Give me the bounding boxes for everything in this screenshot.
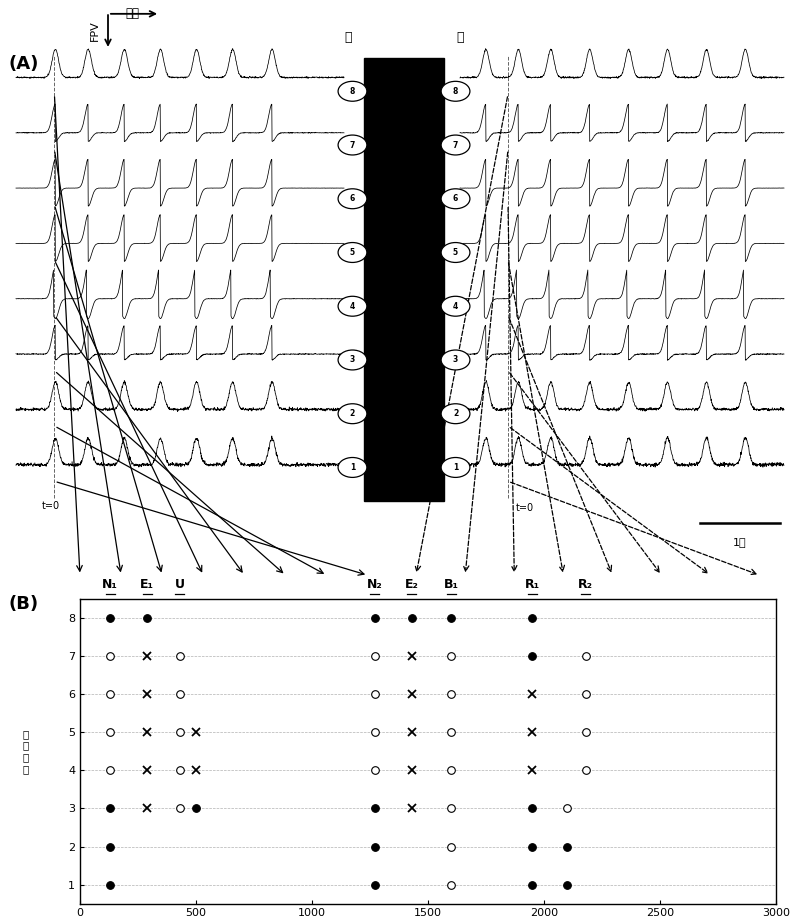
Circle shape <box>441 81 470 101</box>
Text: 4: 4 <box>453 301 458 311</box>
Text: B₁: B₁ <box>444 578 458 591</box>
Text: 8: 8 <box>453 87 458 96</box>
Text: R₁: R₁ <box>525 578 540 591</box>
Text: (B): (B) <box>8 595 38 613</box>
Text: U: U <box>174 578 185 591</box>
Text: 2: 2 <box>350 409 355 419</box>
Text: 左: 左 <box>344 31 352 44</box>
Text: 时间: 时间 <box>125 6 139 19</box>
Text: 6: 6 <box>350 195 355 203</box>
Circle shape <box>441 350 470 370</box>
Circle shape <box>338 135 367 155</box>
Circle shape <box>338 350 367 370</box>
Text: 1: 1 <box>350 463 355 472</box>
Circle shape <box>441 457 470 478</box>
Y-axis label: 电
极
编
号: 电 极 编 号 <box>23 729 29 774</box>
Text: R₂: R₂ <box>578 578 594 591</box>
Text: 4: 4 <box>350 301 355 311</box>
Circle shape <box>338 457 367 478</box>
Text: E₂: E₂ <box>405 578 418 591</box>
Text: 1秒: 1秒 <box>733 537 747 547</box>
Text: N₁: N₁ <box>102 578 118 591</box>
Circle shape <box>441 135 470 155</box>
Text: E₁: E₁ <box>140 578 154 591</box>
Text: 7: 7 <box>453 140 458 149</box>
Circle shape <box>441 242 470 263</box>
Text: (A): (A) <box>8 55 38 74</box>
Text: 3: 3 <box>453 356 458 364</box>
Text: 8: 8 <box>350 87 355 96</box>
Text: 2: 2 <box>453 409 458 419</box>
Text: FPV: FPV <box>90 20 99 41</box>
Text: N₂: N₂ <box>366 578 382 591</box>
Circle shape <box>441 296 470 316</box>
Circle shape <box>338 296 367 316</box>
Text: 6: 6 <box>453 195 458 203</box>
Text: 5: 5 <box>453 248 458 257</box>
Text: 5: 5 <box>350 248 355 257</box>
Circle shape <box>338 189 367 208</box>
Circle shape <box>441 404 470 424</box>
Text: 1: 1 <box>453 463 458 472</box>
Text: t=0: t=0 <box>516 503 534 514</box>
Text: 3: 3 <box>350 356 355 364</box>
Circle shape <box>338 242 367 263</box>
Text: 右: 右 <box>456 31 464 44</box>
Circle shape <box>441 189 470 208</box>
Circle shape <box>338 81 367 101</box>
Circle shape <box>338 404 367 424</box>
Text: t=0: t=0 <box>42 501 59 511</box>
Text: 7: 7 <box>350 140 355 149</box>
Bar <box>364 58 444 501</box>
